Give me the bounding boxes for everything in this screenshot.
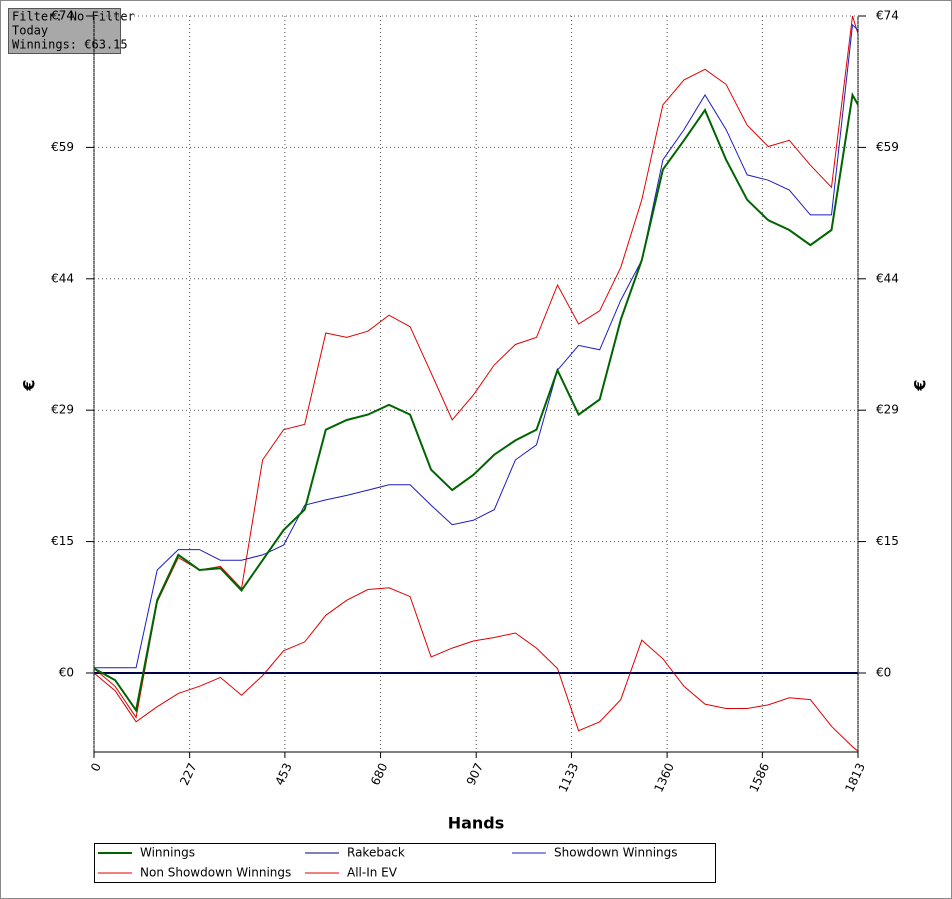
x-axis-label: Hands bbox=[448, 814, 505, 833]
y-tick-label: €74 bbox=[51, 9, 74, 23]
legend bbox=[94, 843, 716, 883]
y-tick-label: €15 bbox=[51, 534, 74, 548]
y-tick-label: €74 bbox=[876, 9, 899, 23]
y-tick-label: €29 bbox=[876, 403, 899, 417]
series-line bbox=[93, 15, 859, 719]
legend-label: All-In EV bbox=[347, 866, 398, 880]
legend-label: Rakeback bbox=[347, 846, 405, 860]
y-tick-label: €44 bbox=[51, 271, 74, 285]
info-text: Winnings: €63.15 bbox=[12, 38, 128, 52]
y-tick-label: €15 bbox=[876, 534, 899, 548]
y-tick-label: €0 bbox=[59, 665, 74, 679]
y-tick-label: €29 bbox=[51, 403, 74, 417]
y-tick-label: €44 bbox=[876, 271, 899, 285]
legend-label: Showdown Winnings bbox=[554, 846, 678, 860]
y-tick-label: €0 bbox=[876, 665, 891, 679]
y-tick-label: €59 bbox=[876, 140, 899, 154]
y-axis-label: € bbox=[911, 379, 930, 391]
legend-label: Non Showdown Winnings bbox=[140, 866, 291, 880]
info-text: Today bbox=[12, 24, 48, 38]
info-text: Filter: No Filter bbox=[12, 10, 135, 24]
info-box bbox=[8, 8, 121, 54]
y-axis-label: € bbox=[20, 379, 39, 391]
y-tick-label: €59 bbox=[51, 140, 74, 154]
series-line bbox=[93, 91, 859, 713]
legend-label: Winnings bbox=[140, 846, 195, 860]
series-line bbox=[93, 587, 859, 752]
series-line bbox=[94, 23, 859, 669]
